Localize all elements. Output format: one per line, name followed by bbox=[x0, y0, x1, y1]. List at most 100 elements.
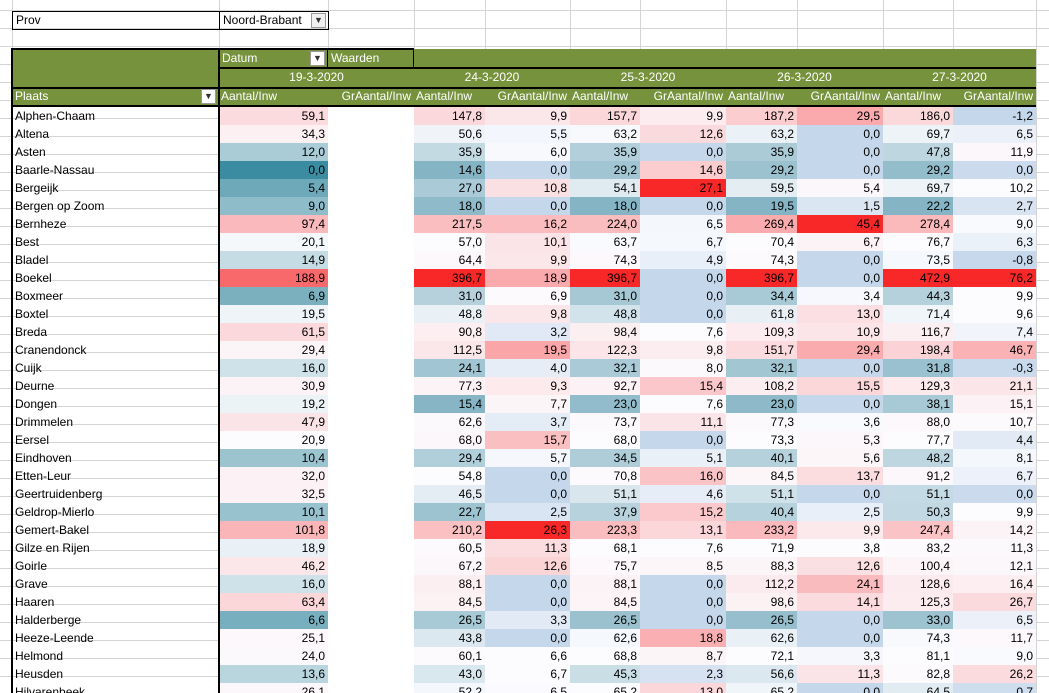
data-cell[interactable]: 46,2 bbox=[219, 557, 328, 575]
data-cell[interactable]: 15,7 bbox=[485, 431, 570, 449]
row-label[interactable]: Altena bbox=[15, 127, 50, 141]
data-cell[interactable]: 11,3 bbox=[953, 539, 1036, 557]
data-cell[interactable]: 24,0 bbox=[219, 647, 328, 665]
data-cell[interactable]: 4,0 bbox=[485, 359, 570, 377]
data-cell[interactable]: 187,2 bbox=[726, 107, 797, 125]
data-cell[interactable]: 88,0 bbox=[883, 413, 953, 431]
data-cell[interactable]: 15,4 bbox=[414, 395, 485, 413]
data-cell[interactable]: 7,6 bbox=[640, 323, 726, 341]
row-label[interactable]: Asten bbox=[15, 145, 46, 159]
data-cell[interactable]: 0,0 bbox=[797, 161, 883, 179]
data-cell[interactable]: 16,0 bbox=[219, 575, 328, 593]
row-label[interactable]: Etten-Leur bbox=[15, 469, 72, 483]
data-cell[interactable]: 0,0 bbox=[485, 593, 570, 611]
data-cell[interactable]: 5,4 bbox=[219, 179, 328, 197]
row-label[interactable]: Deurne bbox=[15, 379, 55, 393]
data-cell[interactable]: 15,4 bbox=[640, 377, 726, 395]
data-cell[interactable]: 6,6 bbox=[219, 611, 328, 629]
data-cell[interactable]: 25,1 bbox=[219, 629, 328, 647]
data-cell[interactable]: 0,0 bbox=[797, 485, 883, 503]
data-cell[interactable]: 32,5 bbox=[219, 485, 328, 503]
data-cell[interactable]: 10,1 bbox=[485, 233, 570, 251]
data-cell[interactable]: 9,0 bbox=[219, 197, 328, 215]
row-label[interactable]: Hilvarenbeek bbox=[15, 685, 86, 693]
data-cell[interactable]: 6,5 bbox=[953, 611, 1036, 629]
data-cell[interactable]: 210,2 bbox=[414, 521, 485, 539]
data-cell[interactable]: 0,0 bbox=[640, 611, 726, 629]
data-cell[interactable]: 0,0 bbox=[797, 143, 883, 161]
data-cell[interactable] bbox=[328, 539, 414, 557]
data-cell[interactable]: 217,5 bbox=[414, 215, 485, 233]
data-cell[interactable]: 5,7 bbox=[485, 449, 570, 467]
data-cell[interactable]: 10,8 bbox=[485, 179, 570, 197]
data-cell[interactable]: 34,3 bbox=[219, 125, 328, 143]
data-cell[interactable]: 101,8 bbox=[219, 521, 328, 539]
row-label[interactable]: Drimmelen bbox=[15, 415, 74, 429]
data-cell[interactable]: 18,0 bbox=[570, 197, 640, 215]
data-cell[interactable]: 4,6 bbox=[640, 485, 726, 503]
data-cell[interactable] bbox=[328, 125, 414, 143]
data-cell[interactable] bbox=[328, 467, 414, 485]
row-label[interactable]: Dongen bbox=[15, 397, 58, 411]
data-cell[interactable]: 0,0 bbox=[485, 629, 570, 647]
data-cell[interactable]: 62,6 bbox=[414, 413, 485, 431]
row-label[interactable]: Alphen-Chaam bbox=[15, 109, 96, 123]
data-cell[interactable]: 396,7 bbox=[414, 269, 485, 287]
data-cell[interactable]: 100,4 bbox=[883, 557, 953, 575]
data-cell[interactable]: 73,3 bbox=[726, 431, 797, 449]
data-cell[interactable]: 67,2 bbox=[414, 557, 485, 575]
data-cell[interactable]: 26,1 bbox=[219, 683, 328, 693]
data-cell[interactable] bbox=[328, 413, 414, 431]
data-cell[interactable] bbox=[328, 233, 414, 251]
data-cell[interactable]: 59,1 bbox=[219, 107, 328, 125]
data-cell[interactable]: 6,3 bbox=[953, 233, 1036, 251]
data-cell[interactable]: 45,4 bbox=[797, 215, 883, 233]
data-cell[interactable]: 26,2 bbox=[953, 665, 1036, 683]
data-cell[interactable]: 10,7 bbox=[953, 413, 1036, 431]
data-cell[interactable] bbox=[328, 593, 414, 611]
data-cell[interactable]: 18,9 bbox=[485, 269, 570, 287]
data-cell[interactable]: 62,6 bbox=[570, 629, 640, 647]
data-cell[interactable]: 48,8 bbox=[414, 305, 485, 323]
data-cell[interactable]: 26,7 bbox=[953, 593, 1036, 611]
data-cell[interactable] bbox=[328, 251, 414, 269]
row-label[interactable]: Bladel bbox=[15, 253, 49, 267]
data-cell[interactable]: 6,5 bbox=[485, 683, 570, 693]
data-cell[interactable]: 0,0 bbox=[640, 143, 726, 161]
data-cell[interactable]: 112,5 bbox=[414, 341, 485, 359]
data-cell[interactable]: 109,3 bbox=[726, 323, 797, 341]
data-cell[interactable]: 23,0 bbox=[726, 395, 797, 413]
data-cell[interactable]: 9,9 bbox=[953, 503, 1036, 521]
data-cell[interactable]: 11,9 bbox=[953, 143, 1036, 161]
data-cell[interactable]: 7,6 bbox=[640, 395, 726, 413]
datum-field[interactable]: Datum bbox=[219, 49, 328, 68]
data-cell[interactable]: 23,0 bbox=[570, 395, 640, 413]
data-cell[interactable]: 2,3 bbox=[640, 665, 726, 683]
data-cell[interactable]: 21,1 bbox=[953, 377, 1036, 395]
data-cell[interactable]: 14,1 bbox=[797, 593, 883, 611]
data-cell[interactable]: 71,9 bbox=[726, 539, 797, 557]
data-cell[interactable]: 32,1 bbox=[726, 359, 797, 377]
data-cell[interactable]: 233,2 bbox=[726, 521, 797, 539]
data-cell[interactable]: 2,7 bbox=[953, 197, 1036, 215]
data-cell[interactable]: 3,8 bbox=[797, 539, 883, 557]
data-cell[interactable]: 20,9 bbox=[219, 431, 328, 449]
data-cell[interactable]: 9,9 bbox=[485, 251, 570, 269]
data-cell[interactable]: 76,2 bbox=[953, 269, 1036, 287]
data-cell[interactable]: 129,3 bbox=[883, 377, 953, 395]
data-cell[interactable]: 29,5 bbox=[797, 107, 883, 125]
data-cell[interactable]: 6,9 bbox=[485, 287, 570, 305]
data-cell[interactable]: 0,0 bbox=[797, 125, 883, 143]
data-cell[interactable]: 74,3 bbox=[726, 251, 797, 269]
data-cell[interactable]: 34,4 bbox=[726, 287, 797, 305]
data-cell[interactable]: 0,0 bbox=[640, 305, 726, 323]
data-cell[interactable] bbox=[328, 287, 414, 305]
data-cell[interactable]: 31,0 bbox=[414, 287, 485, 305]
data-cell[interactable]: 18,9 bbox=[219, 539, 328, 557]
data-cell[interactable]: 68,0 bbox=[570, 431, 640, 449]
data-cell[interactable] bbox=[328, 431, 414, 449]
data-cell[interactable]: 68,8 bbox=[570, 647, 640, 665]
data-cell[interactable] bbox=[328, 323, 414, 341]
data-cell[interactable]: 0,0 bbox=[219, 161, 328, 179]
data-cell[interactable]: 40,4 bbox=[726, 503, 797, 521]
